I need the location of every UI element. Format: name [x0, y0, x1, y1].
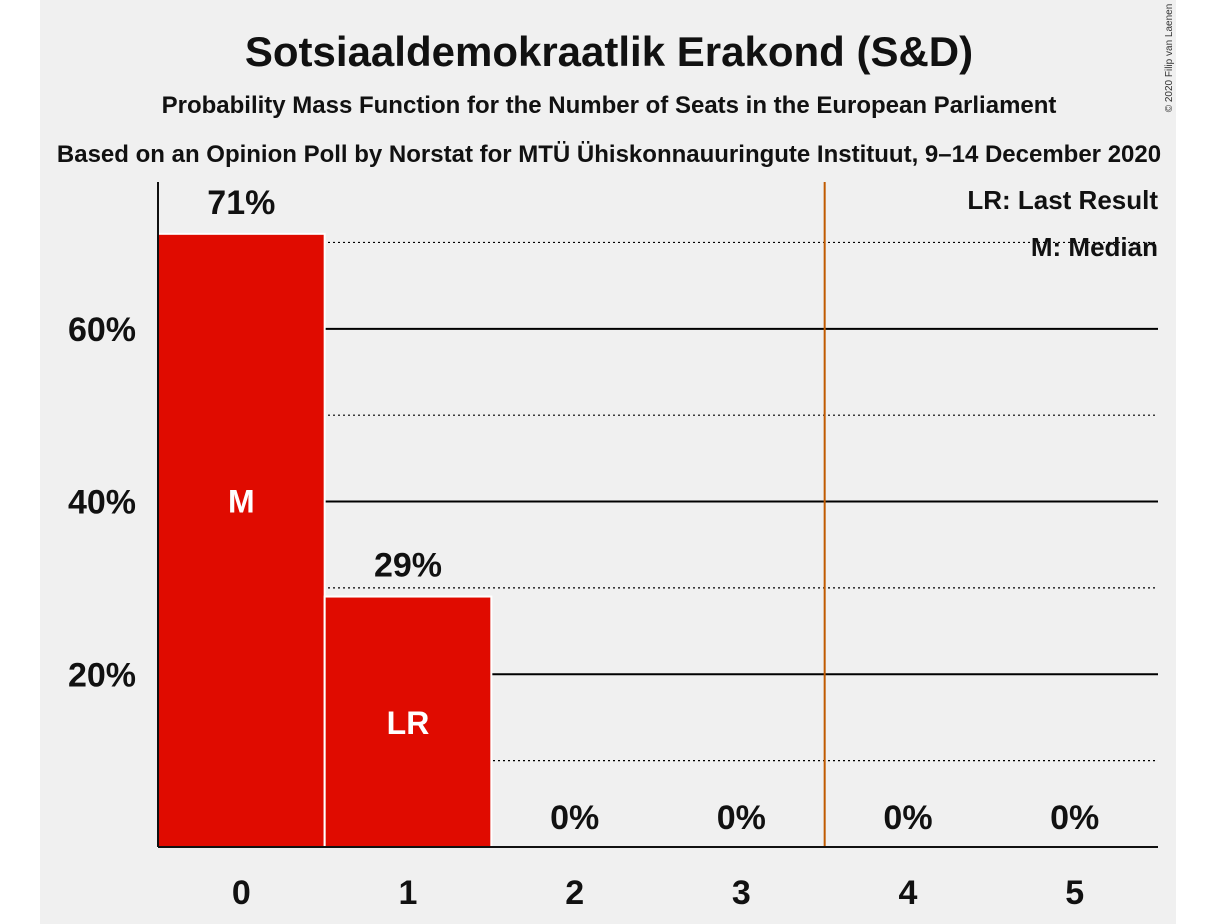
data-label: 0%: [550, 799, 599, 837]
data-label: 0%: [1050, 799, 1099, 837]
x-tick-label: 5: [1065, 874, 1084, 912]
y-tick-label: 40%: [68, 484, 136, 522]
labels-group: M 71% LR 29% 0% 0% 0% 0%: [207, 184, 1099, 837]
chart-title: Sotsiaaldemokraatlik Erakond (S&D): [245, 28, 973, 75]
data-label: 71%: [207, 184, 275, 222]
data-label: 0%: [883, 799, 932, 837]
legend-entry: M: Median: [1031, 232, 1158, 262]
legend-entry: LR: Last Result: [967, 185, 1158, 215]
data-label: 29%: [374, 547, 442, 585]
bar-marker-label: M: [228, 483, 255, 519]
x-tick-label: 2: [565, 874, 584, 912]
x-tick-label: 1: [399, 874, 418, 912]
bar: [157, 232, 326, 848]
bar: [323, 595, 493, 849]
chart-source: Based on an Opinion Poll by Norstat for …: [57, 141, 1161, 168]
x-tick-label: 3: [732, 874, 751, 912]
x-tick-label: 0: [232, 874, 251, 912]
axes-group: 20% 40% 60% 0 1 2 3 4 5: [68, 182, 1158, 912]
copyright-note: © 2020 Filip van Laenen: [1164, 4, 1175, 113]
bars-group: [157, 232, 493, 849]
bar-marker-label: LR: [387, 705, 430, 741]
y-tick-label: 20%: [68, 656, 136, 694]
x-tick-label: 4: [899, 874, 918, 912]
data-label: 0%: [717, 799, 766, 837]
legend: LR: Last Result M: Median: [967, 185, 1158, 262]
chart-subtitle: Probability Mass Function for the Number…: [162, 92, 1057, 119]
y-tick-label: 60%: [68, 311, 136, 349]
